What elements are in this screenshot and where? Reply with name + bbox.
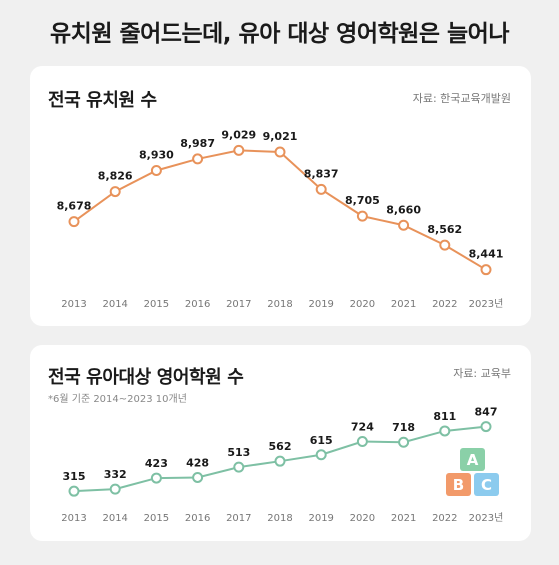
data-label: 8,678: [57, 200, 92, 213]
x-tick-label: 2017: [226, 299, 251, 310]
data-point: [233, 461, 245, 473]
data-label: 8,660: [386, 203, 421, 216]
data-label: 9,021: [263, 130, 298, 143]
data-point: [356, 210, 368, 222]
x-tick-label: 2017: [226, 513, 251, 524]
data-label: 847: [475, 406, 498, 419]
letter-block-label: C: [481, 476, 492, 494]
data-label: 724: [351, 421, 374, 434]
data-label: 8,441: [469, 248, 504, 261]
data-point: [150, 472, 162, 484]
letter-block-c: [474, 473, 499, 496]
chart-source: 자료: 한국교육개발원: [412, 92, 511, 105]
data-point: [398, 436, 410, 448]
data-point: [439, 425, 451, 437]
data-label: 8,930: [139, 148, 174, 161]
data-label: 8,562: [427, 223, 462, 236]
letter-block-b: [446, 473, 471, 496]
series-line: [73, 149, 487, 271]
x-tick-label: 2021: [391, 299, 416, 310]
x-tick-label: 2015: [144, 299, 169, 310]
data-point: [192, 471, 204, 483]
letter-block-label: A: [467, 451, 479, 469]
data-point: [315, 183, 327, 195]
x-tick-label: 2013: [61, 299, 86, 310]
chart-title: 전국 유아대상 영어학원 수: [48, 367, 244, 388]
data-point: [274, 146, 286, 158]
kindergarten-line-chart: 8,678 8,826 8,930 8,987 9,029 9,021 8,837 8,705…: [57, 128, 504, 310]
letter-block-label: B: [453, 476, 464, 494]
data-point: [109, 483, 121, 495]
data-label: 513: [227, 446, 250, 459]
data-point: [274, 455, 286, 467]
data-label: 332: [104, 468, 127, 481]
data-point: [150, 164, 162, 176]
x-tick-label: 2023년: [469, 298, 504, 310]
data-label: 8,837: [304, 167, 339, 180]
data-point: [480, 421, 492, 433]
x-tick-label: 2018: [267, 513, 292, 524]
x-tick-label: 2023년: [469, 512, 504, 524]
data-point: [109, 186, 121, 198]
data-label: 8,826: [98, 170, 133, 183]
x-tick-label: 2015: [144, 513, 169, 524]
data-label: 718: [392, 421, 415, 434]
data-point: [68, 216, 80, 228]
data-point: [68, 485, 80, 497]
data-label: 615: [310, 434, 333, 447]
data-point: [398, 219, 410, 231]
data-point: [192, 153, 204, 165]
data-point: [356, 436, 368, 448]
x-tick-label: 2021: [391, 513, 416, 524]
data-label: 315: [63, 470, 86, 483]
data-label: 562: [269, 440, 292, 453]
x-tick-label: 2020: [350, 513, 375, 524]
x-tick-label: 2019: [308, 513, 333, 524]
x-tick-label: 2022: [432, 299, 457, 310]
data-label: 428: [186, 456, 209, 469]
x-tick-label: 2020: [350, 299, 375, 310]
data-label: 423: [145, 457, 168, 470]
data-point: [439, 239, 451, 251]
chart-source: 자료: 교육부: [453, 367, 511, 380]
data-label: 811: [433, 410, 456, 423]
kindergarten-chart-card: 전국 유치원 수 자료: 한국교육개발원 8,678 8,826 8,930 8,98…: [30, 66, 531, 326]
data-label: 9,029: [221, 128, 256, 141]
letter-block-a: [460, 448, 485, 471]
data-point: [315, 449, 327, 461]
chart-note: *6월 기준 2014~2023 10개년: [48, 394, 187, 405]
data-point: [480, 264, 492, 276]
english-academy-chart-card: 전국 유아대상 영어학원 수 자료: 교육부 *6월 기준 2014~2023 …: [30, 345, 531, 541]
data-point: [233, 144, 245, 156]
x-tick-label: 2018: [267, 299, 292, 310]
x-tick-label: 2013: [61, 513, 86, 524]
data-label: 8,705: [345, 194, 380, 207]
data-label: 8,987: [180, 137, 215, 150]
x-tick-label: 2014: [102, 513, 127, 524]
x-tick-label: 2016: [185, 513, 210, 524]
english-academy-line-chart: 315 332 423 428 513 562 615 724 718 811 847 2013 201…: [61, 406, 504, 524]
x-tick-label: 2016: [185, 299, 210, 310]
x-tick-label: 2014: [102, 299, 127, 310]
x-tick-label: 2022: [432, 513, 457, 524]
x-tick-label: 2019: [308, 299, 333, 310]
chart-title: 전국 유치원 수: [48, 90, 157, 111]
headline: 유치원 줄어드는데, 유아 대상 영어학원은 늘어나: [50, 21, 509, 47]
